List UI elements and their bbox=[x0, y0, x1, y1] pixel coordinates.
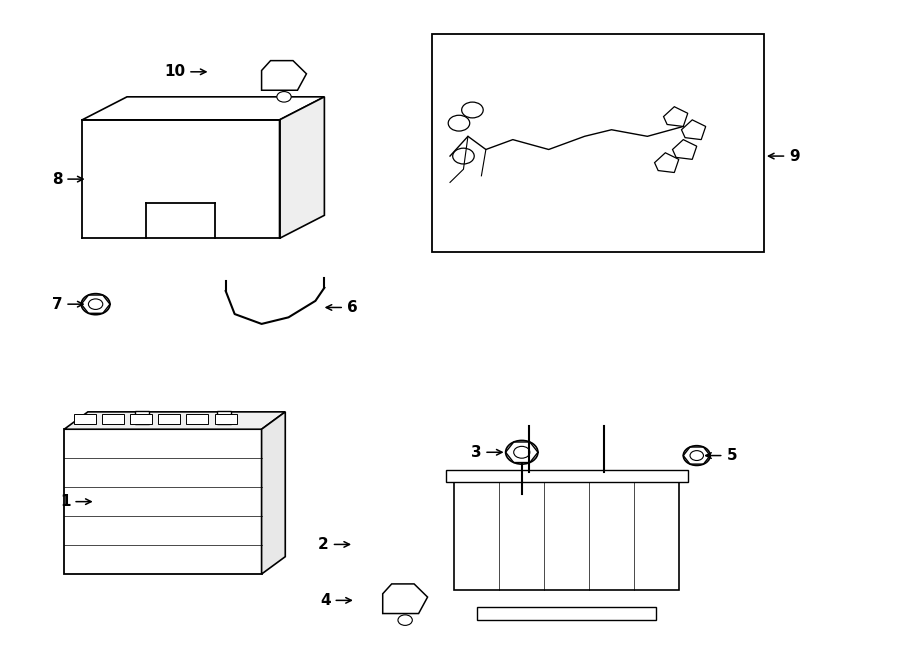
Bar bbox=[135, 411, 149, 424]
Text: 1: 1 bbox=[60, 494, 70, 509]
Polygon shape bbox=[654, 153, 679, 173]
Circle shape bbox=[453, 148, 474, 164]
Text: 5: 5 bbox=[726, 448, 737, 463]
Bar bbox=[64, 429, 262, 574]
Text: 10: 10 bbox=[164, 64, 185, 79]
Polygon shape bbox=[280, 97, 324, 239]
Text: 2: 2 bbox=[318, 537, 328, 552]
Bar bbox=[446, 470, 688, 482]
Circle shape bbox=[398, 615, 412, 625]
Bar bbox=[130, 414, 152, 424]
Text: 9: 9 bbox=[789, 149, 800, 163]
Polygon shape bbox=[672, 139, 697, 159]
Bar bbox=[215, 414, 237, 424]
Circle shape bbox=[81, 293, 110, 315]
Polygon shape bbox=[262, 412, 285, 574]
Text: 6: 6 bbox=[346, 300, 357, 315]
Polygon shape bbox=[82, 97, 324, 120]
Polygon shape bbox=[262, 61, 306, 91]
Bar bbox=[432, 34, 764, 252]
Text: 7: 7 bbox=[52, 297, 62, 312]
Polygon shape bbox=[382, 584, 428, 613]
Circle shape bbox=[277, 92, 292, 102]
Bar bbox=[477, 607, 656, 620]
Bar bbox=[186, 414, 209, 424]
Circle shape bbox=[88, 299, 103, 309]
Polygon shape bbox=[64, 412, 285, 429]
Bar bbox=[74, 414, 95, 424]
Circle shape bbox=[690, 451, 704, 461]
Text: 3: 3 bbox=[471, 445, 482, 460]
Bar bbox=[102, 414, 124, 424]
Circle shape bbox=[514, 446, 530, 458]
Bar bbox=[454, 472, 679, 590]
Circle shape bbox=[506, 440, 538, 464]
Text: 4: 4 bbox=[320, 593, 330, 608]
Text: 8: 8 bbox=[52, 172, 62, 186]
Circle shape bbox=[683, 446, 710, 465]
Polygon shape bbox=[663, 106, 688, 126]
Circle shape bbox=[462, 102, 483, 118]
Bar bbox=[158, 414, 180, 424]
Polygon shape bbox=[681, 120, 706, 139]
Circle shape bbox=[448, 115, 470, 131]
Bar bbox=[217, 411, 231, 424]
